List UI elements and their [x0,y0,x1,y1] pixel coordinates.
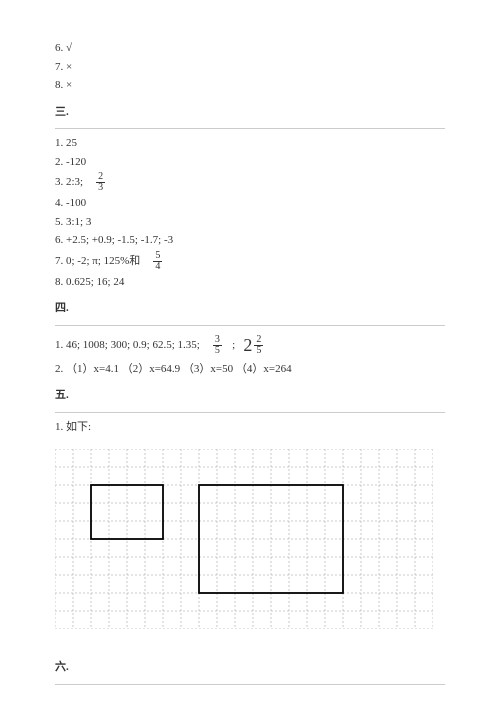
s3-item-6: 6. +2.5; +0.9; -1.5; -1.7; -3 [55,232,445,249]
numerator: 3 [213,335,222,345]
fractional-part: 2 5 [254,335,263,356]
numerator: 2 [254,335,263,345]
fraction-2-3: 2 3 [96,172,105,193]
section-5-heading: 五. [55,387,445,404]
tf-item-6: 6. √ [55,40,445,57]
mixed-number-2-2-5: 2 2 5 [243,332,265,359]
divider [55,325,445,326]
grid-figure [55,449,445,629]
separator: ; [232,339,235,351]
s4-item-1: 1. 46; 1008; 300; 0.9; 62.5; 1.35; 3 5 ;… [55,332,445,359]
s3-item-3-prefix: 3. 2:3; [55,176,83,188]
s4-item-1-prefix: 1. 46; 1008; 300; 0.9; 62.5; 1.35; [55,339,200,351]
s4-item-2: 2. （1）x=4.1 （2）x=64.9 （3）x=50 （4）x=264 [55,361,445,378]
fraction-3-5: 3 5 [213,335,222,356]
divider [55,128,445,129]
s3-item-4: 4. -100 [55,195,445,212]
section-4-heading: 四. [55,300,445,317]
s3-item-7: 7. 0; -2; π; 125%和 5 4 [55,251,445,272]
fraction-5-4: 5 4 [153,251,162,272]
whole-part: 2 [243,332,252,359]
section-6-heading: 六. [55,659,445,676]
numerator: 2 [96,172,105,182]
tf-item-8: 8. × [55,77,445,94]
s3-item-8: 8. 0.625; 16; 24 [55,274,445,291]
s5-item-1: 1. 如下: [55,419,445,436]
s3-item-2: 2. -120 [55,154,445,171]
s3-item-5: 5. 3:1; 3 [55,214,445,231]
tf-item-7: 7. × [55,59,445,76]
s3-item-3: 3. 2:3; 2 3 [55,172,445,193]
s3-item-1: 1. 25 [55,135,445,152]
s3-item-7-prefix: 7. 0; -2; π; 125%和 [55,255,140,267]
grid-svg [55,449,433,629]
numerator: 5 [153,251,162,261]
denominator: 4 [153,261,162,272]
divider [55,684,445,685]
denominator: 3 [96,182,105,193]
denominator: 5 [254,345,263,356]
divider [55,412,445,413]
section-3-heading: 三. [55,104,445,121]
denominator: 5 [213,345,222,356]
